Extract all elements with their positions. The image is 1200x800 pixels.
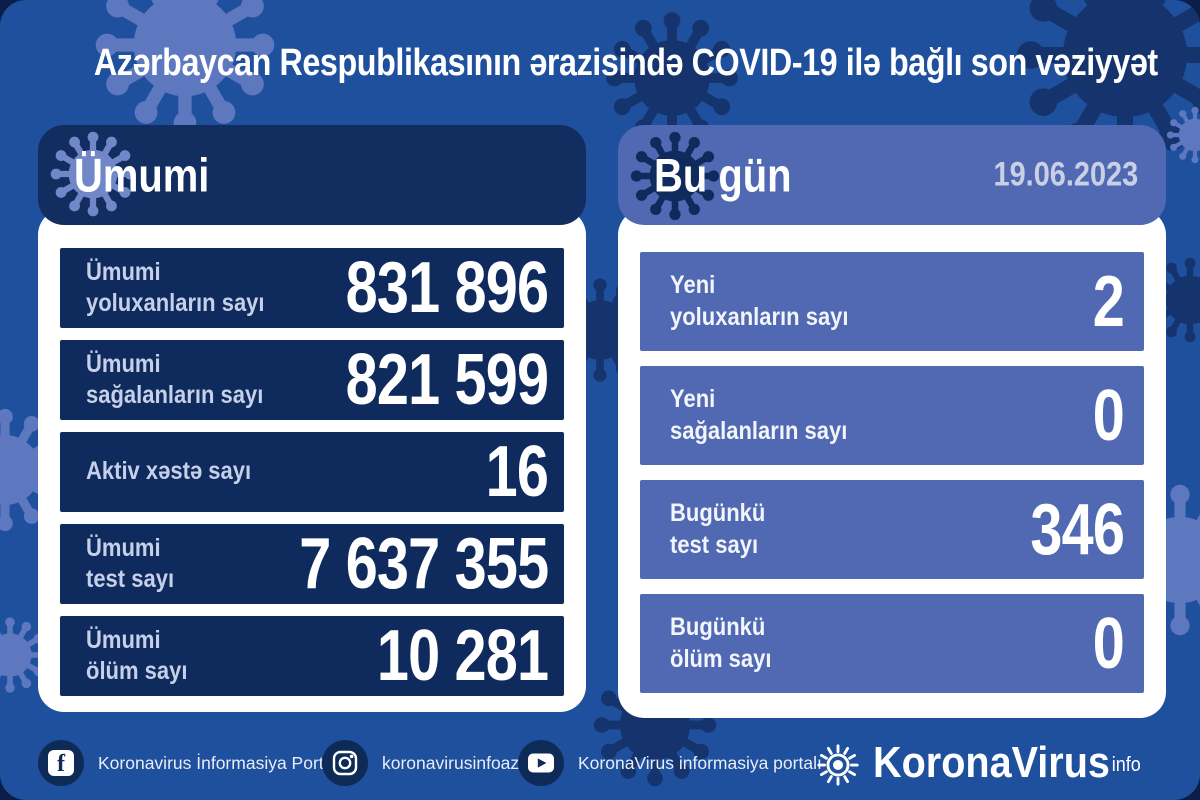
totals-header-label: Ümumi [74, 148, 210, 202]
virus-logo-icon [816, 744, 859, 786]
today-panel: Bu gün 19.06.2023 Yeni yoluxanların sayı… [618, 125, 1166, 718]
brand-logo: KoronaVirusinfo [815, 738, 1171, 796]
stat-label: Bugünkü test sayı [670, 499, 766, 559]
stat-label: Yeni yoluxanların sayı [670, 271, 849, 331]
youtube-icon [518, 740, 564, 786]
stat-value: 10 281 [376, 616, 549, 696]
stat-row-new-infected: Yeni yoluxanların sayı 2 [640, 252, 1144, 351]
stat-value: 16 [485, 432, 549, 512]
stat-value: 346 [1030, 489, 1125, 570]
stat-row-total-infected: Ümumi yoluxanların sayı 831 896 [60, 248, 564, 328]
stat-label: Ümumi sağalanların sayı [86, 349, 264, 409]
stat-row-total-tests: Ümumi test sayı 7 637 355 [60, 524, 564, 604]
facebook-icon: f [38, 740, 84, 786]
stat-value: 0 [1092, 375, 1125, 456]
youtube-link[interactable]: KoronaVirus informasiya portalı [518, 740, 822, 786]
stat-row-today-deaths: Bugünkü ölüm sayı 0 [640, 594, 1144, 693]
totals-panel: Ümumi Ümumi yoluxanların sayı 831 896 Üm… [38, 125, 586, 712]
page-title: Azərbaycan Respublikasının ərazisində CO… [93, 42, 1158, 84]
today-card: Yeni yoluxanların sayı 2 Yeni sağalanlar… [618, 209, 1166, 718]
instagram-link[interactable]: koronavirusinfoaz [322, 740, 519, 786]
instagram-label: koronavirusinfoaz [382, 752, 520, 773]
stat-row-new-recovered: Yeni sağalanların sayı 0 [640, 366, 1144, 465]
stat-label: Bugünkü ölüm sayı [670, 613, 772, 673]
totals-card: Ümumi yoluxanların sayı 831 896 Ümumi sa… [38, 209, 586, 712]
instagram-icon [322, 740, 368, 786]
stat-value: 821 599 [345, 340, 548, 420]
stat-value: 7 637 355 [298, 524, 549, 604]
facebook-link[interactable]: f Koronavirus İnformasiya Portalı [38, 740, 342, 786]
brand-name: KoronaVirusinfo [873, 738, 1141, 796]
virus-silhouette-icon [1165, 105, 1200, 165]
stat-row-active-cases: Aktiv xəstə sayı 16 [60, 432, 564, 512]
stat-label: Ümumi test sayı [86, 533, 175, 593]
stat-row-today-tests: Bugünkü test sayı 346 [640, 480, 1144, 579]
stat-label: Ümumi yoluxanların sayı [86, 257, 265, 317]
youtube-label: KoronaVirus informasiya portalı [578, 752, 822, 773]
totals-header: Ümumi [38, 125, 586, 225]
brand-suffix: info [1111, 754, 1141, 776]
stat-label: Yeni sağalanların sayı [670, 385, 848, 445]
stat-label: Aktiv xəstə sayı [86, 457, 252, 486]
facebook-label: Koronavirus İnformasiya Portalı [98, 752, 343, 773]
stat-value: 831 896 [345, 248, 548, 328]
stat-row-total-recovered: Ümumi sağalanların sayı 821 599 [60, 340, 564, 420]
today-header: Bu gün 19.06.2023 [618, 125, 1166, 225]
report-date: 19.06.2023 [993, 155, 1138, 194]
today-header-label: Bu gün [654, 148, 792, 202]
stat-label: Ümumi ölüm sayı [86, 625, 188, 685]
stat-value: 0 [1092, 603, 1125, 684]
stat-row-total-deaths: Ümumi ölüm sayı 10 281 [60, 616, 564, 696]
footer: f Koronavirus İnformasiya Portalı korona… [0, 730, 1200, 800]
stat-value: 2 [1092, 261, 1125, 342]
